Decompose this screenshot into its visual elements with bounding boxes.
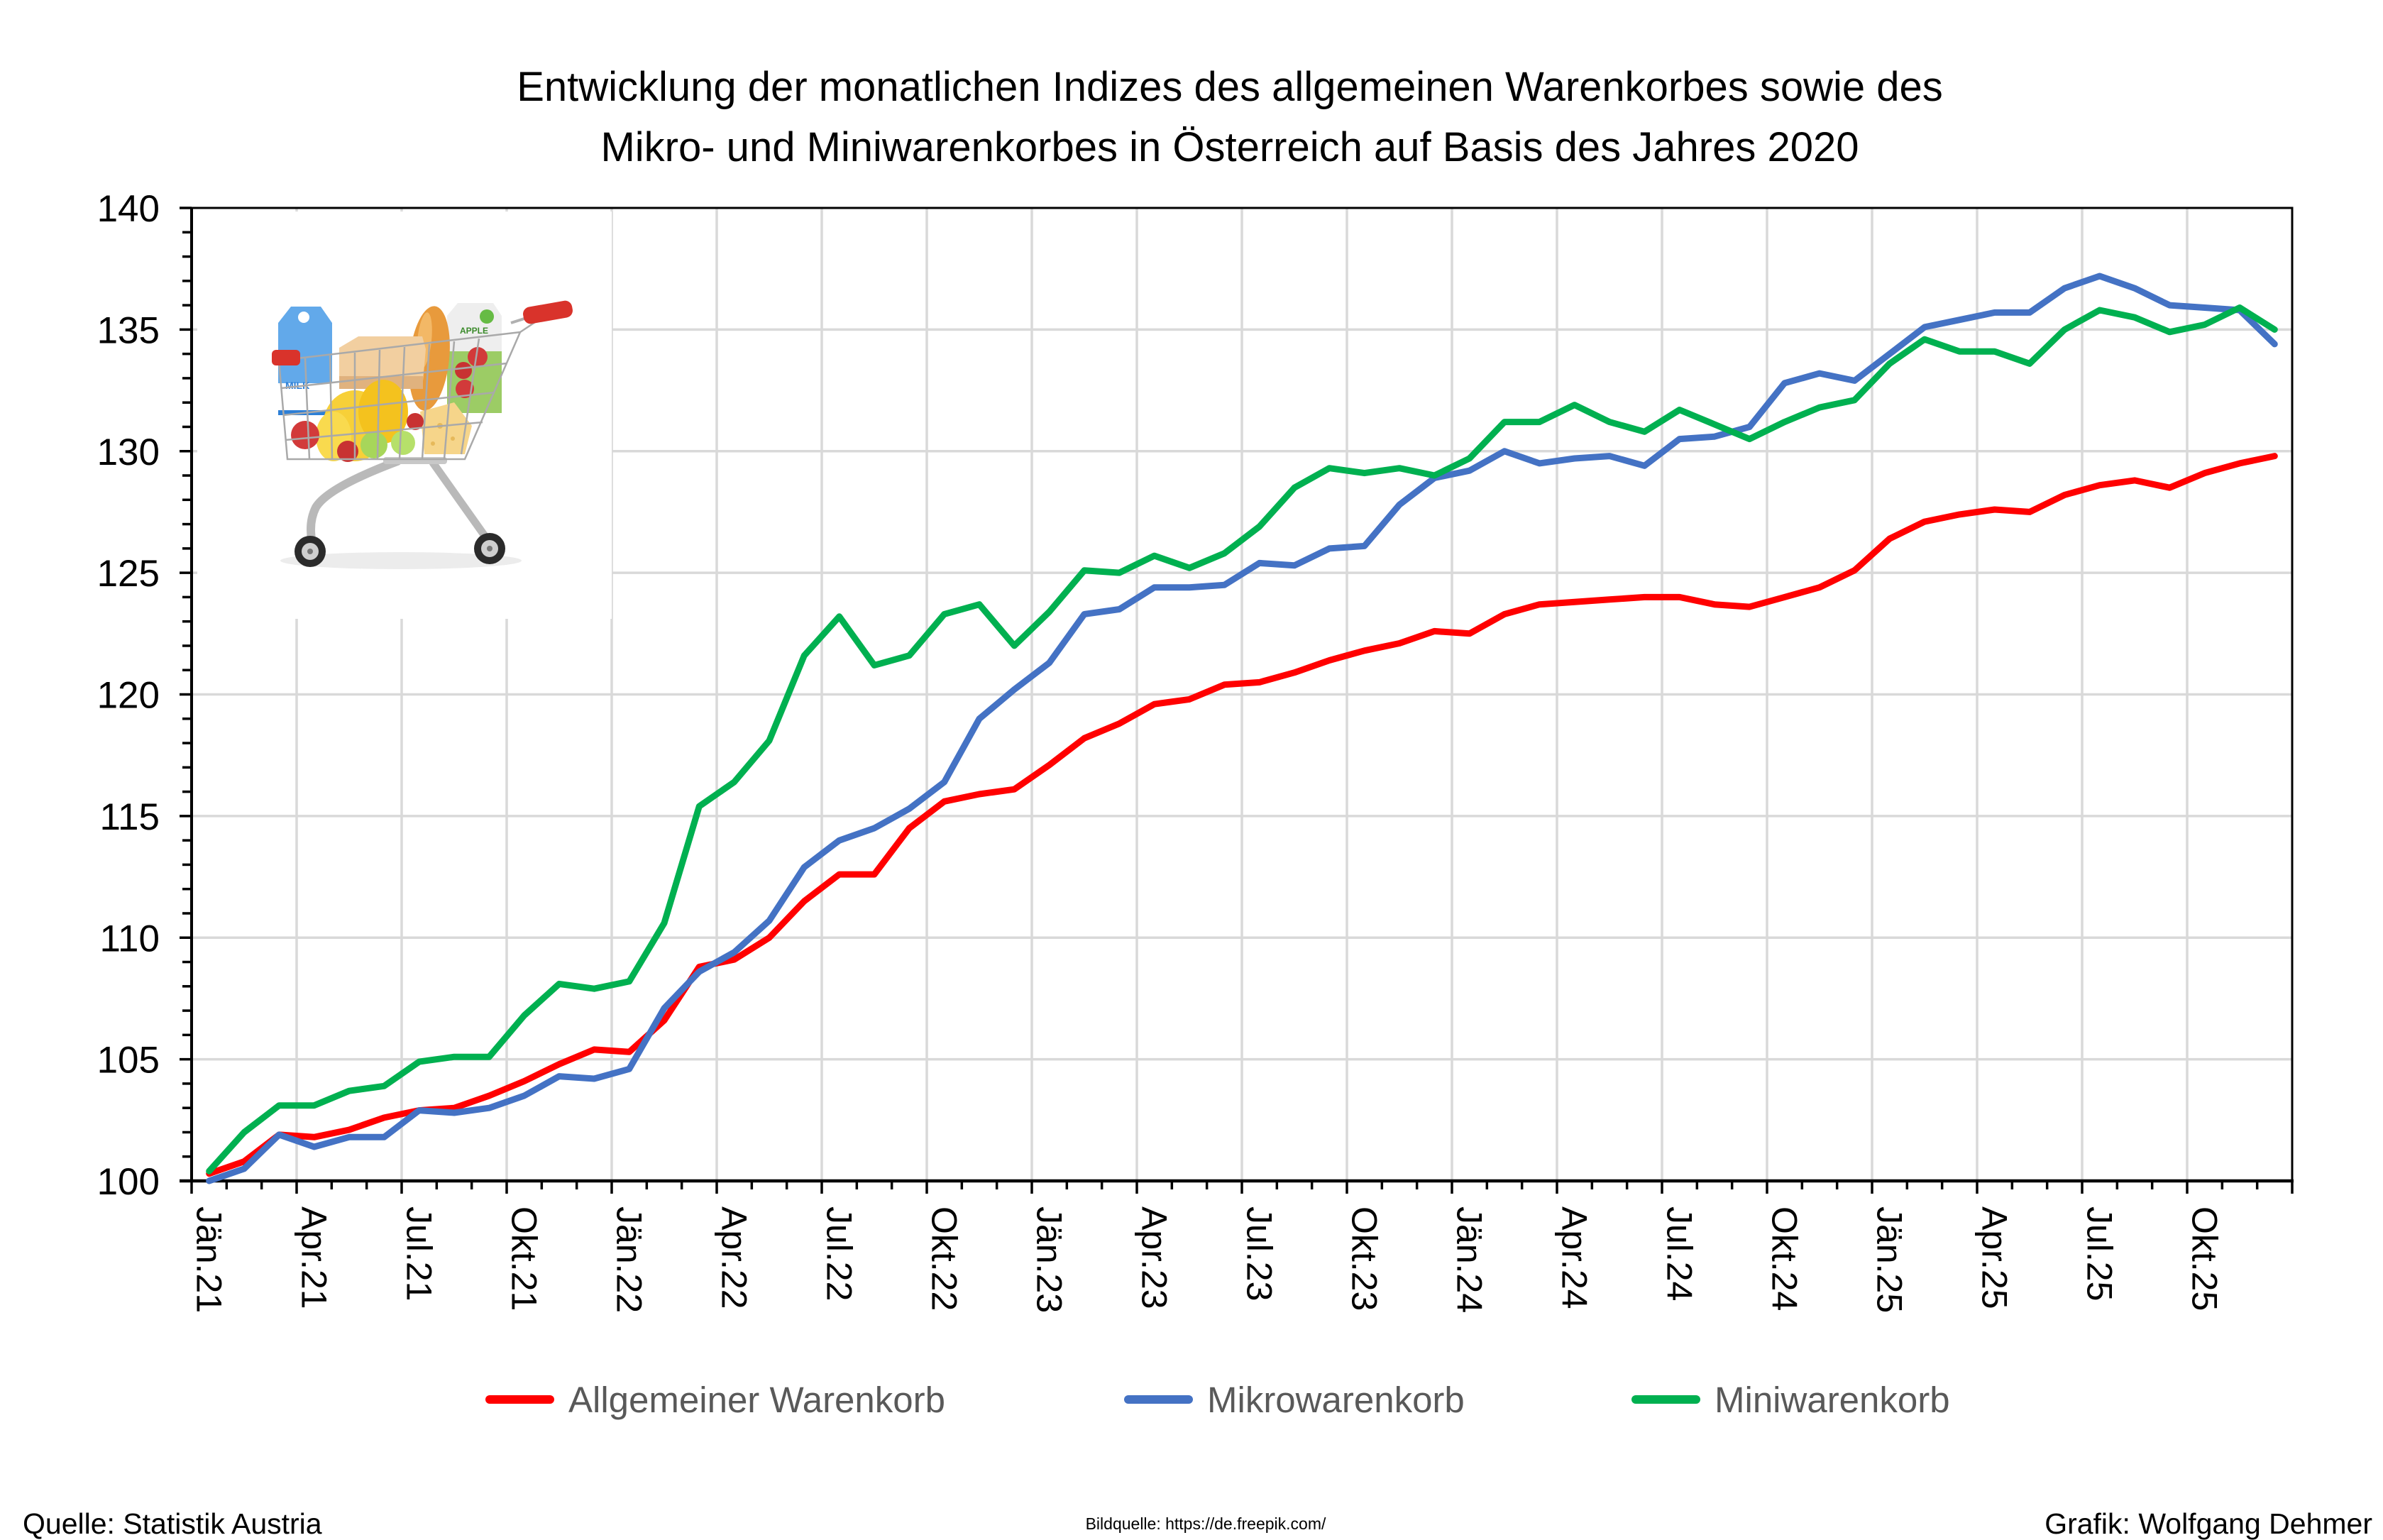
source-note: Quelle: Statistik Austria [23, 1507, 322, 1540]
y-tick-label: 110 [100, 918, 160, 959]
x-tick-label: Jul.23 [1240, 1206, 1279, 1301]
x-tick-label: Jän.24 [1450, 1206, 1490, 1313]
cart-rear-leg [429, 458, 492, 545]
x-tick-label: Apr.23 [1135, 1206, 1174, 1309]
series-line [206, 304, 2278, 1175]
x-tick-label: Okt.21 [505, 1206, 544, 1311]
x-tick-label: Okt.25 [2185, 1206, 2225, 1311]
y-tick-label: 130 [97, 431, 160, 473]
x-tick-label: Jän.23 [1030, 1206, 1069, 1313]
x-tick-label: Jul.24 [1660, 1206, 1700, 1301]
wheel-icon [474, 533, 505, 564]
image-source-note: Bildquelle: https://de.freepik.com/ [1086, 1514, 1326, 1533]
x-tick-label: Jän.25 [1870, 1206, 1910, 1313]
footer: Quelle: Statistik Austria Bildquelle: ht… [23, 1507, 2372, 1540]
chart-title: Entwicklung der monatlichen Indizes des … [517, 64, 1943, 170]
x-tick-label: Apr.24 [1555, 1206, 1595, 1309]
x-tick-label: Okt.23 [1345, 1206, 1385, 1311]
y-tick-label: 120 [97, 675, 160, 717]
series-mikrowarenkorb [206, 273, 2278, 1184]
shopping-cart-illustration: MILK APPLE [197, 211, 612, 619]
legend-label: Allgemeiner Warenkorb [568, 1380, 945, 1420]
juice-carton-lettering: APPLE [460, 326, 488, 336]
x-tick-label: Jän.21 [189, 1206, 229, 1313]
cart-front-leg [307, 457, 402, 547]
x-tick-label: Apr.25 [1975, 1206, 2015, 1309]
graphic-credit: Grafik: Wolfgang Dehmer [2044, 1507, 2372, 1540]
apples [291, 347, 488, 462]
series-miniwarenkorb [206, 304, 2278, 1175]
cart-shadow [280, 552, 522, 569]
chart-title-line-1: Entwicklung der monatlichen Indizes des … [517, 64, 1943, 110]
x-tick-label: Jul.25 [2080, 1206, 2120, 1301]
series-line [206, 273, 2278, 1184]
x-tick-label: Apr.22 [715, 1206, 754, 1309]
x-tick-label: Okt.22 [925, 1206, 964, 1311]
milk-carton-lettering: MILK [285, 380, 309, 391]
y-tick-label: 135 [97, 309, 160, 351]
y-tick-label: 125 [97, 553, 160, 595]
legend-item-allgemeiner-warenkorb[interactable]: Allgemeiner Warenkorb [485, 1380, 945, 1420]
y-tick-label: 105 [97, 1040, 160, 1082]
tick-labels: 100 105 110 115 120 125 130 135 140 Jän.21 Apr.21 J… [97, 188, 2225, 1313]
x-tick-label: Apr.21 [295, 1206, 334, 1309]
axes [180, 207, 2294, 1194]
series-line [206, 453, 2278, 1177]
y-tick-label: 140 [97, 188, 160, 230]
cart-front-bumper [272, 350, 300, 365]
wheel-icon [295, 536, 326, 567]
cart-basket [277, 318, 540, 461]
chart-title-line-2: Mikro- und Miniwarenkorbes in Österreich… [600, 124, 1859, 170]
y-tick-label: 100 [97, 1161, 160, 1203]
x-tick-label: Okt.24 [1765, 1206, 1805, 1311]
y-tick-label: 115 [100, 796, 160, 838]
legend-item-miniwarenkorb[interactable]: Miniwarenkorb [1631, 1380, 1950, 1420]
legend-label: Mikrowarenkorb [1207, 1380, 1465, 1420]
legend-item-mikrowarenkorb[interactable]: Mikrowarenkorb [1124, 1380, 1465, 1420]
x-tick-label: Jul.22 [820, 1206, 859, 1301]
legend: Allgemeiner Warenkorb Mikrowarenkorb Min… [485, 1380, 1950, 1420]
x-tick-label: Jän.22 [610, 1206, 649, 1313]
legend-label: Miniwarenkorb [1715, 1380, 1950, 1420]
x-tick-label: Jul.21 [400, 1206, 439, 1301]
cart-handle [510, 300, 573, 324]
cart-base-plate [383, 457, 447, 464]
series [206, 273, 2278, 1184]
